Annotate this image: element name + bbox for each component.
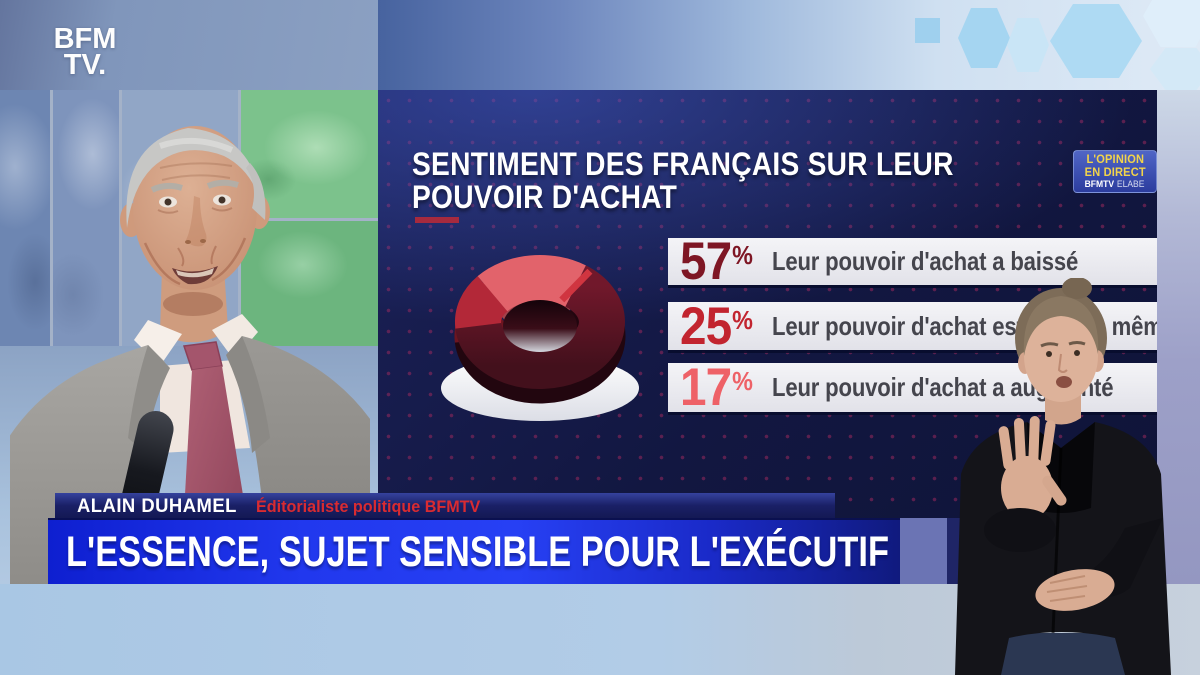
stat-label: Leur pouvoir d'achat a baissé bbox=[772, 246, 1079, 276]
badge-line1: L'OPINION bbox=[1086, 152, 1144, 166]
interpreter-nose bbox=[1057, 353, 1068, 373]
video-wall-tile-green-map bbox=[241, 221, 378, 346]
interpreter-eye bbox=[1046, 351, 1052, 357]
teeth bbox=[176, 268, 214, 278]
finger-lines bbox=[1046, 575, 1088, 602]
speaker-pupil bbox=[218, 196, 226, 204]
badge-elabe: ELABE bbox=[1117, 179, 1145, 189]
interpreter-finger bbox=[1013, 418, 1027, 468]
speaker-eyebrow bbox=[150, 182, 183, 193]
speaker-name: ALAIN DUHAMEL bbox=[77, 496, 237, 517]
video-wall-tile-map bbox=[0, 90, 50, 346]
naso-fold bbox=[210, 245, 217, 265]
infographic-panel: SENTIMENT DES FRANÇAIS SUR LEUR POUVOIR … bbox=[378, 90, 1157, 518]
naso-fold bbox=[177, 247, 185, 267]
interpreter-hair-bun bbox=[1062, 278, 1092, 299]
eye-bag bbox=[211, 207, 233, 212]
badge-line2: EN DIRECT bbox=[1084, 165, 1146, 179]
jowl-line bbox=[143, 242, 181, 286]
forehead-line bbox=[159, 162, 233, 169]
title-line2: POUVOIR D'ACHAT bbox=[412, 179, 678, 215]
stat-value: 57% bbox=[680, 238, 753, 285]
shirt-collar bbox=[134, 320, 182, 366]
badge-brands: BFMTV ELABE bbox=[1085, 179, 1145, 190]
interpreter-palm bbox=[1001, 456, 1053, 520]
video-wall-tile-green-map bbox=[241, 90, 378, 218]
interpreter-neck bbox=[1045, 394, 1081, 425]
speaker-role: Éditorialiste politique BFMTV bbox=[255, 497, 481, 516]
bfm-tv-logo: BFM TV. bbox=[50, 23, 120, 81]
speaker-face bbox=[133, 126, 257, 290]
hexagon-decor bbox=[1007, 18, 1049, 72]
percent-sign: % bbox=[732, 240, 753, 270]
bfm-logo-line1: BFM bbox=[53, 23, 117, 55]
title-underline bbox=[415, 217, 459, 223]
interpreter-finger bbox=[998, 426, 1014, 470]
hexagon-decor bbox=[958, 8, 1010, 68]
percent-sign: % bbox=[732, 366, 753, 396]
stat-value: 25% bbox=[680, 302, 753, 350]
opinion-en-direct-badge: L'OPINION EN DIRECT BFMTV ELABE bbox=[1073, 150, 1157, 193]
donut-segment-reste-meme bbox=[455, 276, 509, 329]
segment-cut-face bbox=[559, 268, 593, 303]
speaker-hair-side bbox=[246, 163, 266, 220]
neck-shadow bbox=[163, 292, 223, 316]
studio-right-wall bbox=[1157, 90, 1200, 584]
forehead-line bbox=[161, 174, 231, 181]
shirt-collar bbox=[212, 314, 258, 360]
square-decor bbox=[915, 18, 940, 43]
donut-segment-baisse bbox=[455, 265, 625, 389]
eye-bag bbox=[157, 209, 179, 214]
headline-banner: L'ESSENCE, SUJET SENSIBLE POUR L'EXÉCUTI… bbox=[48, 518, 900, 584]
hexagon-decor bbox=[1050, 4, 1142, 78]
donut-segment-augmente bbox=[477, 255, 586, 312]
title-line1: SENTIMENT DES FRANÇAIS SUR LEUR bbox=[412, 146, 954, 182]
speaker-pupil bbox=[164, 198, 172, 206]
interpreter-finger bbox=[1028, 416, 1040, 468]
percent-sign: % bbox=[732, 304, 753, 335]
video-wall-tile-map bbox=[53, 90, 119, 346]
interpreter-thumb bbox=[1042, 475, 1067, 506]
nostril bbox=[185, 240, 191, 244]
donut-chart bbox=[441, 255, 639, 421]
studio-wall bbox=[0, 0, 378, 90]
sign-language-interpreter bbox=[955, 278, 1171, 675]
speaker-eyebrow bbox=[206, 179, 239, 189]
hair-highlight bbox=[159, 137, 234, 153]
interpreter-mouth bbox=[1056, 376, 1072, 388]
interpreter-sleeve bbox=[984, 508, 1056, 552]
interpreter-finger bbox=[1040, 420, 1056, 466]
speaker-nameplate: ALAIN DUHAMEL Éditorialiste politique BF… bbox=[55, 493, 835, 521]
interpreter-eyebrow bbox=[1040, 342, 1059, 348]
donut-hole bbox=[503, 300, 577, 352]
speaker-nose bbox=[186, 196, 207, 247]
jacket-lapel bbox=[226, 336, 270, 453]
interpreter-eyebrow bbox=[1068, 341, 1086, 346]
interpreter-eye bbox=[1074, 350, 1080, 356]
stat-value: 17% bbox=[680, 363, 753, 412]
jowl-line bbox=[211, 237, 247, 282]
headline-text: L'ESSENCE, SUJET SENSIBLE POUR L'EXÉCUTI… bbox=[66, 527, 889, 576]
speaker-hair bbox=[126, 128, 264, 228]
badge-bfmtv: BFMTV bbox=[1085, 179, 1115, 189]
nostril bbox=[200, 239, 206, 243]
infographic-title: SENTIMENT DES FRANÇAIS SUR LEUR POUVOIR … bbox=[412, 148, 1028, 214]
bfm-logo-line2: TV. bbox=[63, 49, 107, 81]
interpreter-hair bbox=[1023, 296, 1099, 356]
